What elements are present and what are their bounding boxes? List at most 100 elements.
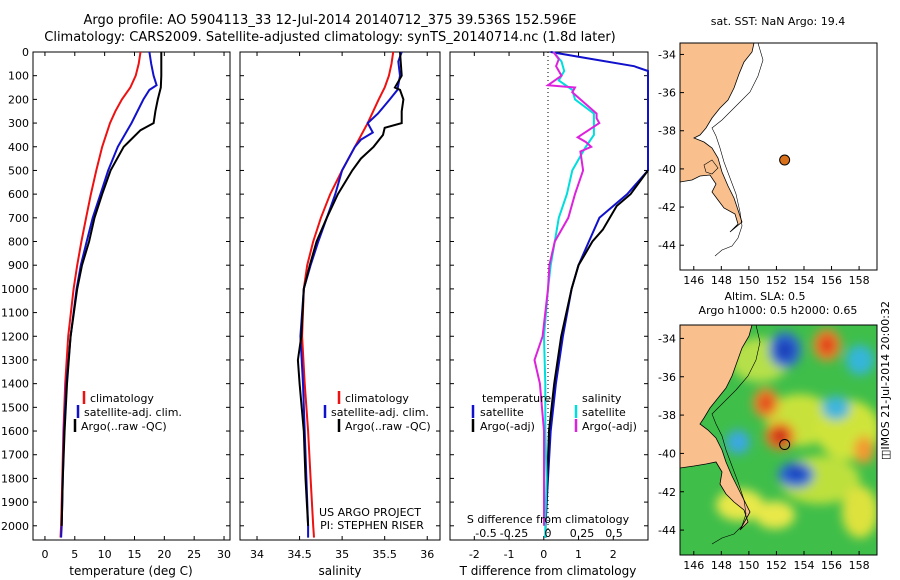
salinity-x-tick-label: 35 [335,548,349,561]
salinity-ticks: 34 34.5 35 35.5 36 [240,51,440,561]
lat-tick-label: -34 [658,332,676,345]
lon-tick-label: 150 [738,559,759,572]
lat-tick-label: -44 [658,524,676,537]
imos-timestamp: ◫IMOS 21-Jul-2014 20:00:32 [879,301,892,460]
lat-tick-label: -40 [658,447,676,460]
depth-tick-label: 100 [8,70,29,83]
sla-contour [711,325,761,545]
depth-tick-label: 300 [8,117,29,130]
difference-top-xlabel: S difference from climatology [467,513,630,526]
lon-tick-label: 148 [711,559,732,572]
s-tick-label: 0.5 [605,527,623,540]
depth-tick-label: 1900 [1,496,29,509]
legend-argo: Argo(..raw -QC) [345,420,431,433]
sla-map-title-line2: Argo h1000: 0.5 h2000: 0.65 [699,304,858,317]
temperature-axes [32,51,231,541]
s-tick-label: 0 [545,527,552,540]
temperature-x-tick-label: 20 [157,548,171,561]
temperature-series [59,51,163,538]
lat-tick-label: -38 [658,125,676,138]
depth-tick-label: 1800 [1,472,29,485]
salinity-x-tick-label: 34.5 [287,548,312,561]
temperature-legend: climatology satellite-adj. clim. Argo(..… [73,391,182,433]
sst-map [680,43,877,270]
s-tick-label: 0.25 [570,527,595,540]
legend-s-sat: satellite [582,406,626,419]
s-tick-label: -0.5 [475,527,496,540]
lon-tick-label: 156 [821,559,842,572]
argo-float-marker [779,439,791,451]
temperature-x-tick-label: 5 [71,548,78,561]
depth-tick-label: 0 [22,46,29,59]
salinity-series [296,51,405,538]
pi-label: PI: STEPHEN RISER [320,519,424,532]
depth-tick-label: 1300 [1,354,29,367]
depth-tick-label: 400 [8,141,29,154]
legend-s-argo: Argo(-adj) [582,420,637,433]
sla-field [716,329,877,538]
lon-tick-label: 154 [793,559,814,572]
s-tick-label: -0.25 [500,527,528,540]
difference-x-tick-label: 1 [575,548,582,561]
sla-map-ticks: 146 148 150 152 154 156 158 -34 -36 -38 -40 -42 -44 [658,332,870,572]
sla-map [680,325,877,555]
difference-x-tick-label: -2 [469,548,480,561]
legend-header-temperature: temperature [482,392,551,405]
sla-map-title-line1: Altim. SLA: 0.5 [724,290,805,303]
argo-float-marker [779,154,791,166]
depth-tick-label: 700 [8,212,29,225]
lat-tick-label: -42 [658,201,676,214]
sla-coastline [680,325,753,531]
legend-t-argo: Argo(-adj) [480,420,535,433]
legend-clim: climatology [90,392,154,405]
lon-tick-label: 154 [793,274,814,287]
lon-tick-label: 156 [821,274,842,287]
salinity-series-argo-raw-qc- [296,51,405,526]
depth-tick-label: 1100 [1,307,29,320]
difference-series-t-argo-adj- [544,169,649,538]
lat-tick-label: -40 [658,163,676,176]
salinity-x-tick-label: 34 [250,548,264,561]
difference-series-s-satellite [542,51,595,538]
lat-tick-label: -44 [658,239,676,252]
depth-axis: 0 100 200 300 400 500 600 700 800 900 1000 1100 1200… [1,46,29,533]
temperature-x-tick-label: 10 [98,548,112,561]
legend-sat: satellite-adj. clim. [84,406,182,419]
temperature-x-tick-label: 30 [217,548,231,561]
depth-tick-label: 1400 [1,378,29,391]
temperature-x-tick-label: 25 [187,548,201,561]
depth-tick-label: 1200 [1,330,29,343]
temperature-xlabel: temperature (deg C) [69,564,192,578]
difference-x-tick-label: -1 [504,548,515,561]
legend-t-sat: satellite [480,406,524,419]
lon-tick-label: 148 [711,274,732,287]
lon-tick-label: 152 [766,559,787,572]
legend-argo: Argo(..raw -QC) [81,420,167,433]
depth-tick-label: 500 [8,164,29,177]
lon-tick-label: 146 [683,559,704,572]
difference-xlabel: T difference from climatology [459,564,637,578]
depth-tick-label: 1600 [1,425,29,438]
sst-map-title: sat. SST: NaN Argo: 19.4 [711,15,845,28]
lat-tick-label: -42 [658,486,676,499]
lon-tick-label: 146 [683,274,704,287]
temperature-series-argo-raw-qc- [60,52,163,526]
salinity-series-climatology [301,51,395,538]
lon-tick-label: 158 [849,274,870,287]
difference-x-tick-label: 0 [540,548,547,561]
depth-tick-label: 2000 [1,520,29,533]
sst-map-ticks: 146 148 150 152 154 156 158 -34 -36 -38 -40 -42 -44 [658,48,870,287]
sst-coastline [680,43,755,233]
imos-timestamp-text: IMOS 21-Jul-2014 20:00:32 [879,301,892,450]
lon-tick-label: 158 [849,559,870,572]
project-label: US ARGO PROJECT [319,506,421,519]
difference-series-s-argo-adj- [533,51,601,526]
difference-x-tick-label: 2 [610,548,617,561]
salinity-axes [239,51,441,541]
temperature-ticks: 0 5 10 15 20 25 30 [33,51,231,561]
lat-tick-label: -36 [658,371,676,384]
difference-series-t-satellite [544,51,649,538]
depth-tick-label: 600 [8,188,29,201]
salinity-x-tick-label: 35.5 [372,548,397,561]
